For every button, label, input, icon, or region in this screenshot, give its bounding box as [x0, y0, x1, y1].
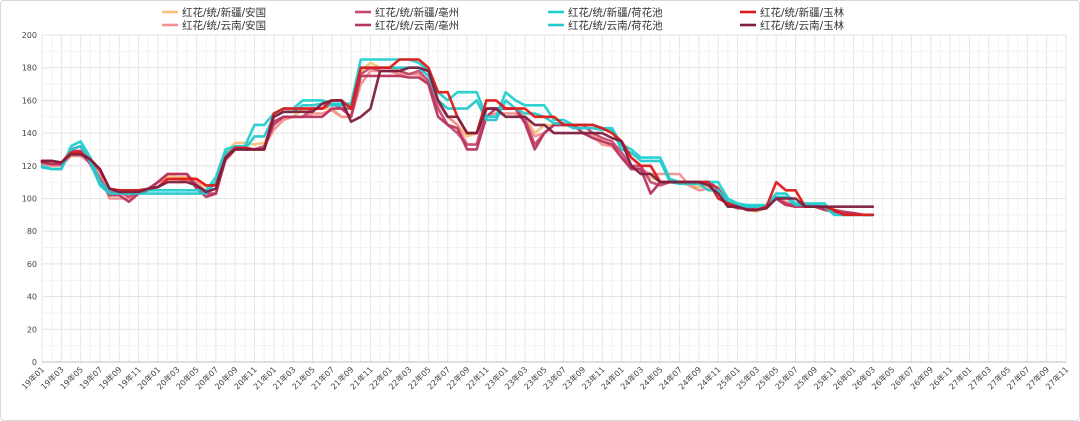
y-tick-label: 20 — [27, 325, 37, 334]
y-tick-label: 0 — [32, 358, 37, 367]
legend-label: 红花/统/新疆/安国 — [182, 6, 266, 19]
series-line-5 — [40, 58, 875, 217]
y-tick-label: 200 — [22, 31, 37, 40]
legend-label: 红花/统/新疆/荷花池 — [568, 6, 663, 19]
y-tick-label: 80 — [27, 227, 37, 236]
y-tick-label: 140 — [22, 129, 37, 138]
series-line-6 — [40, 66, 875, 217]
series-lines — [40, 58, 875, 217]
legend-item: 红花/统/云南/荷花池 — [548, 19, 663, 32]
legend-label: 红花/统/新疆/亳州 — [375, 6, 459, 19]
x-axis-ticks: 19年0119年0319年0519年0719年0919年1120年0120年03… — [19, 364, 1070, 391]
legend-item: 红花/统/新疆/荷花池 — [548, 6, 663, 19]
legend-label: 红花/统/云南/荷花池 — [568, 19, 663, 32]
legend-item: 红花/统/新疆/亳州 — [355, 6, 459, 19]
legend-label: 红花/统/新疆/玉林 — [760, 6, 845, 19]
legend-label: 红花/统/云南/玉林 — [760, 19, 845, 32]
legend-label: 红花/统/云南/安国 — [182, 19, 266, 32]
y-tick-label: 120 — [22, 162, 37, 171]
legend-item: 红花/统/云南/玉林 — [740, 19, 845, 32]
legend-item: 红花/统/云南/安国 — [162, 19, 266, 32]
legend-label: 红花/统/云南/亳州 — [375, 19, 459, 32]
y-axis-ticks: 0 20 40 60 80 100 120 140 160 180 200 — [22, 31, 37, 367]
y-tick-label: 180 — [22, 64, 37, 73]
legend-item: 红花/统/云南/亳州 — [355, 19, 459, 32]
y-tick-label: 40 — [27, 293, 37, 302]
y-tick-label: 60 — [27, 260, 37, 269]
legend-item: 红花/统/新疆/安国 — [162, 6, 266, 19]
grid-lines — [41, 34, 1067, 363]
series-line-8 — [40, 66, 875, 212]
legend-item: 红花/统/新疆/玉林 — [740, 6, 845, 19]
y-tick-label: 160 — [22, 96, 37, 105]
y-tick-label: 100 — [22, 195, 37, 204]
